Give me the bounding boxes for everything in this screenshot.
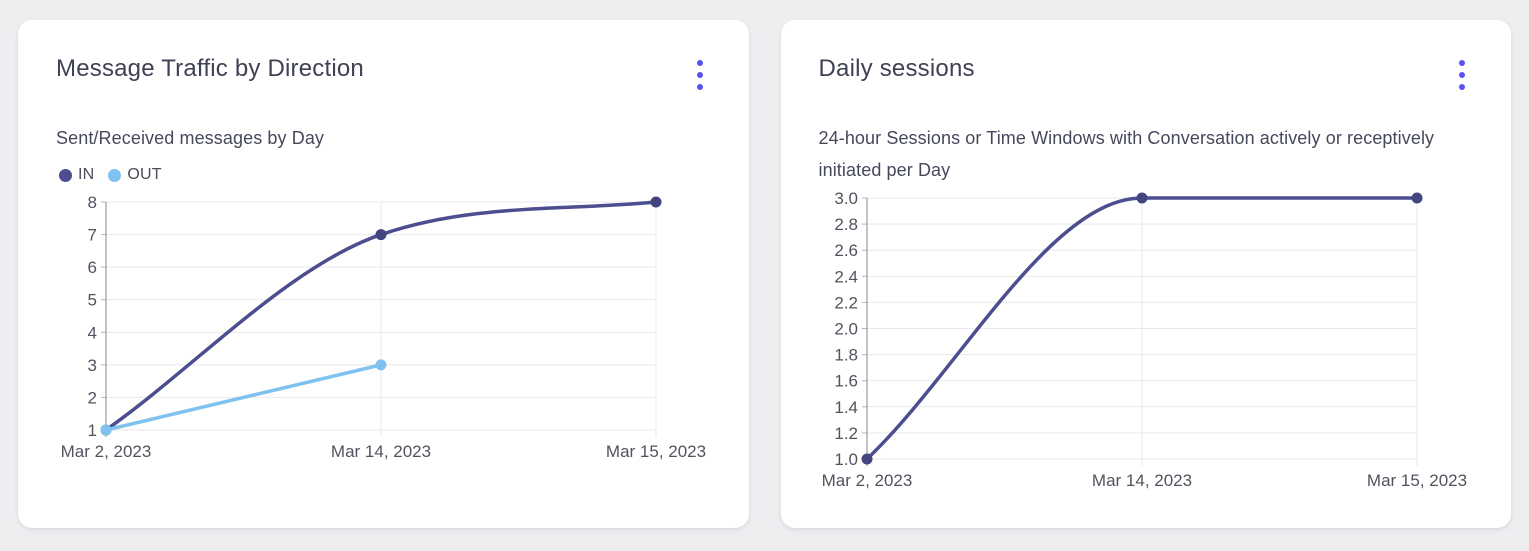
message-traffic-card: Message Traffic by Direction Sent/Receiv… — [18, 20, 749, 528]
legend-out-label: OUT — [127, 166, 162, 183]
message-traffic-line-chart: 8 7 6 5 4 3 2 1 Mar 2, 2023 Mar 14, 2023 Mar 15, 2… — [61, 193, 706, 461]
svg-text:5: 5 — [88, 291, 97, 310]
legend-item-out[interactable]: OUT — [108, 166, 162, 184]
svg-text:3: 3 — [88, 356, 97, 375]
svg-text:2.6: 2.6 — [834, 241, 858, 260]
legend-out-dot-icon — [108, 168, 122, 182]
svg-text:1: 1 — [88, 421, 97, 440]
svg-text:2: 2 — [88, 388, 97, 407]
svg-text:4: 4 — [88, 323, 97, 342]
daily-sessions-card: Daily sessions 24-hour Sessions or Time … — [780, 20, 1511, 528]
svg-text:1.8: 1.8 — [834, 346, 858, 365]
svg-text:Mar 15, 2023: Mar 15, 2023 — [1366, 471, 1466, 490]
card-title: Message Traffic by Direction — [56, 55, 364, 82]
kebab-menu-icon — [1459, 60, 1465, 90]
legend-in-dot-icon — [59, 168, 72, 182]
svg-text:1.6: 1.6 — [834, 372, 858, 391]
daily-sessions-line-chart: 3.0 2.8 2.6 2.4 2.2 2.0 1.8 1.6 1.4 1.2 1.0 Mar 2, … — [821, 189, 1466, 490]
svg-text:6: 6 — [88, 258, 97, 277]
kebab-menu-icon — [696, 60, 703, 90]
svg-text:Mar 14, 2023: Mar 14, 2023 — [331, 442, 431, 461]
svg-text:2.2: 2.2 — [834, 293, 858, 312]
chart-subtitle: 24-hour Sessions or Time Windows with Co… — [818, 128, 1435, 180]
svg-text:7: 7 — [88, 226, 97, 245]
card-header: Message Traffic by Direction — [56, 54, 711, 94]
svg-text:1.4: 1.4 — [834, 398, 858, 417]
svg-text:2.0: 2.0 — [834, 320, 858, 339]
svg-text:Mar 2, 2023: Mar 2, 2023 — [61, 442, 152, 461]
svg-text:8: 8 — [88, 193, 97, 212]
svg-text:2.4: 2.4 — [834, 267, 858, 286]
chart-subtitle: Sent/Received messages by Day — [56, 128, 325, 148]
svg-text:Mar 15, 2023: Mar 15, 2023 — [606, 442, 706, 461]
card-header: Daily sessions — [819, 54, 1474, 94]
svg-text:3.0: 3.0 — [834, 189, 858, 208]
chart-legend: IN OUT — [59, 164, 711, 186]
kebab-menu-button[interactable] — [689, 56, 711, 94]
svg-text:1.2: 1.2 — [834, 424, 858, 443]
kebab-menu-button[interactable] — [1451, 56, 1473, 94]
svg-text:Mar 2, 2023: Mar 2, 2023 — [821, 471, 912, 490]
svg-text:2.8: 2.8 — [834, 215, 858, 234]
svg-text:1.0: 1.0 — [834, 450, 858, 469]
legend-in-label: IN — [78, 166, 95, 183]
legend-item-in[interactable]: IN — [59, 166, 94, 184]
card-title: Daily sessions — [818, 55, 975, 82]
svg-text:Mar 14, 2023: Mar 14, 2023 — [1091, 471, 1191, 490]
